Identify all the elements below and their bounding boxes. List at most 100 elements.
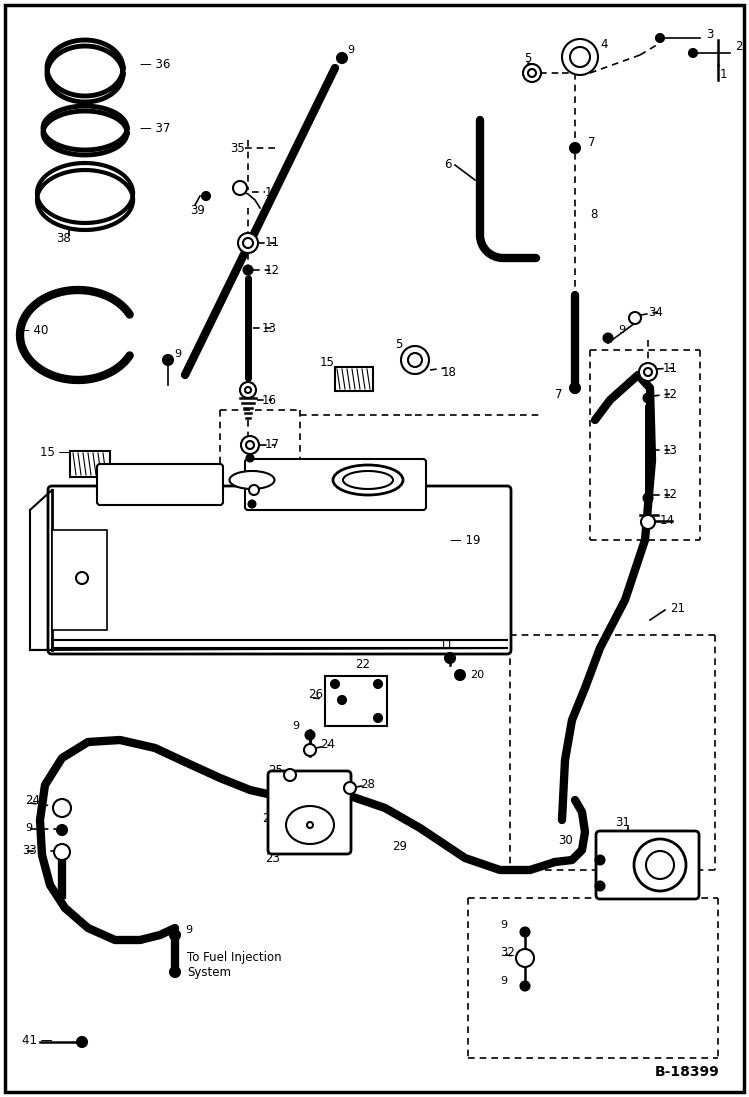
Text: 24: 24 <box>25 793 40 806</box>
Circle shape <box>374 680 382 688</box>
Circle shape <box>528 69 536 77</box>
Circle shape <box>595 856 604 864</box>
Text: 7: 7 <box>588 136 595 149</box>
Text: 8: 8 <box>590 208 598 222</box>
Ellipse shape <box>333 465 403 495</box>
Text: To Fuel Injection
System: To Fuel Injection System <box>187 951 282 979</box>
Ellipse shape <box>343 471 393 489</box>
Circle shape <box>656 34 664 42</box>
Circle shape <box>455 670 465 680</box>
Text: 9: 9 <box>610 849 617 859</box>
Text: 2: 2 <box>735 41 742 54</box>
Circle shape <box>562 39 598 75</box>
Text: — 36: — 36 <box>140 58 170 71</box>
Text: 9: 9 <box>185 925 192 935</box>
Circle shape <box>240 382 256 398</box>
Circle shape <box>307 822 313 828</box>
Text: 27: 27 <box>262 812 277 825</box>
Circle shape <box>246 454 253 462</box>
Circle shape <box>641 514 655 529</box>
Text: 6: 6 <box>444 158 452 171</box>
Circle shape <box>163 355 173 365</box>
Text: 9: 9 <box>500 976 507 986</box>
FancyBboxPatch shape <box>268 771 351 853</box>
Circle shape <box>634 839 686 891</box>
Circle shape <box>570 143 580 152</box>
Text: — 40: — 40 <box>18 324 49 337</box>
Circle shape <box>516 949 534 966</box>
Text: 21: 21 <box>670 601 685 614</box>
Circle shape <box>344 782 356 794</box>
Text: 4: 4 <box>600 37 607 50</box>
Text: 28: 28 <box>360 779 375 792</box>
Text: 11: 11 <box>265 237 280 249</box>
Circle shape <box>689 49 697 57</box>
Circle shape <box>445 653 455 663</box>
Text: 32: 32 <box>500 946 515 959</box>
Text: 1: 1 <box>720 68 727 81</box>
Text: — 19: — 19 <box>450 533 481 546</box>
Circle shape <box>304 744 316 756</box>
Text: 9: 9 <box>618 325 625 335</box>
Circle shape <box>243 238 253 248</box>
Circle shape <box>521 982 530 991</box>
Circle shape <box>374 714 382 722</box>
Circle shape <box>202 192 210 200</box>
Text: 29: 29 <box>392 839 407 852</box>
Text: 17: 17 <box>265 439 280 452</box>
Text: 9: 9 <box>500 920 507 930</box>
Circle shape <box>521 927 530 937</box>
Circle shape <box>238 233 258 253</box>
Text: 41 —: 41 — <box>22 1033 52 1047</box>
Circle shape <box>170 966 180 977</box>
Text: 24: 24 <box>320 738 335 751</box>
Text: 12: 12 <box>663 488 678 501</box>
Circle shape <box>245 387 251 393</box>
Text: 33: 33 <box>22 844 37 857</box>
Circle shape <box>643 394 652 403</box>
Text: 12: 12 <box>265 263 280 276</box>
Circle shape <box>241 436 259 454</box>
Bar <box>325 676 387 726</box>
FancyBboxPatch shape <box>596 832 699 900</box>
Text: 5: 5 <box>395 339 402 351</box>
Text: 11: 11 <box>440 640 454 651</box>
Text: 15: 15 <box>320 355 335 369</box>
Text: B-18399: B-18399 <box>655 1065 720 1079</box>
Circle shape <box>338 695 346 704</box>
Text: 34: 34 <box>648 305 663 318</box>
Circle shape <box>233 181 247 195</box>
Text: 9: 9 <box>25 823 32 833</box>
Bar <box>70 451 110 477</box>
Text: 38: 38 <box>56 231 70 245</box>
Bar <box>335 367 373 391</box>
Circle shape <box>570 47 590 67</box>
FancyBboxPatch shape <box>48 486 511 654</box>
Text: 9: 9 <box>174 349 181 359</box>
Circle shape <box>57 825 67 835</box>
Circle shape <box>170 930 180 940</box>
Text: 7: 7 <box>555 388 562 402</box>
Text: 11: 11 <box>663 362 678 374</box>
Circle shape <box>401 346 429 374</box>
Circle shape <box>639 363 657 381</box>
Text: — 37: — 37 <box>140 122 170 135</box>
Text: 30: 30 <box>558 834 573 847</box>
Ellipse shape <box>229 471 274 489</box>
Text: 9: 9 <box>347 45 354 55</box>
Bar <box>52 530 107 630</box>
Ellipse shape <box>286 806 334 844</box>
Circle shape <box>249 485 259 495</box>
Text: 16: 16 <box>262 394 277 407</box>
Text: 26: 26 <box>308 689 323 701</box>
Text: 18: 18 <box>442 366 457 380</box>
Text: 5: 5 <box>524 52 531 65</box>
FancyBboxPatch shape <box>245 459 426 510</box>
Text: 12: 12 <box>663 387 678 400</box>
Circle shape <box>77 1037 87 1047</box>
Circle shape <box>523 64 541 82</box>
Circle shape <box>408 353 422 367</box>
Text: 25: 25 <box>268 764 283 777</box>
FancyBboxPatch shape <box>97 464 223 505</box>
Circle shape <box>337 53 347 63</box>
